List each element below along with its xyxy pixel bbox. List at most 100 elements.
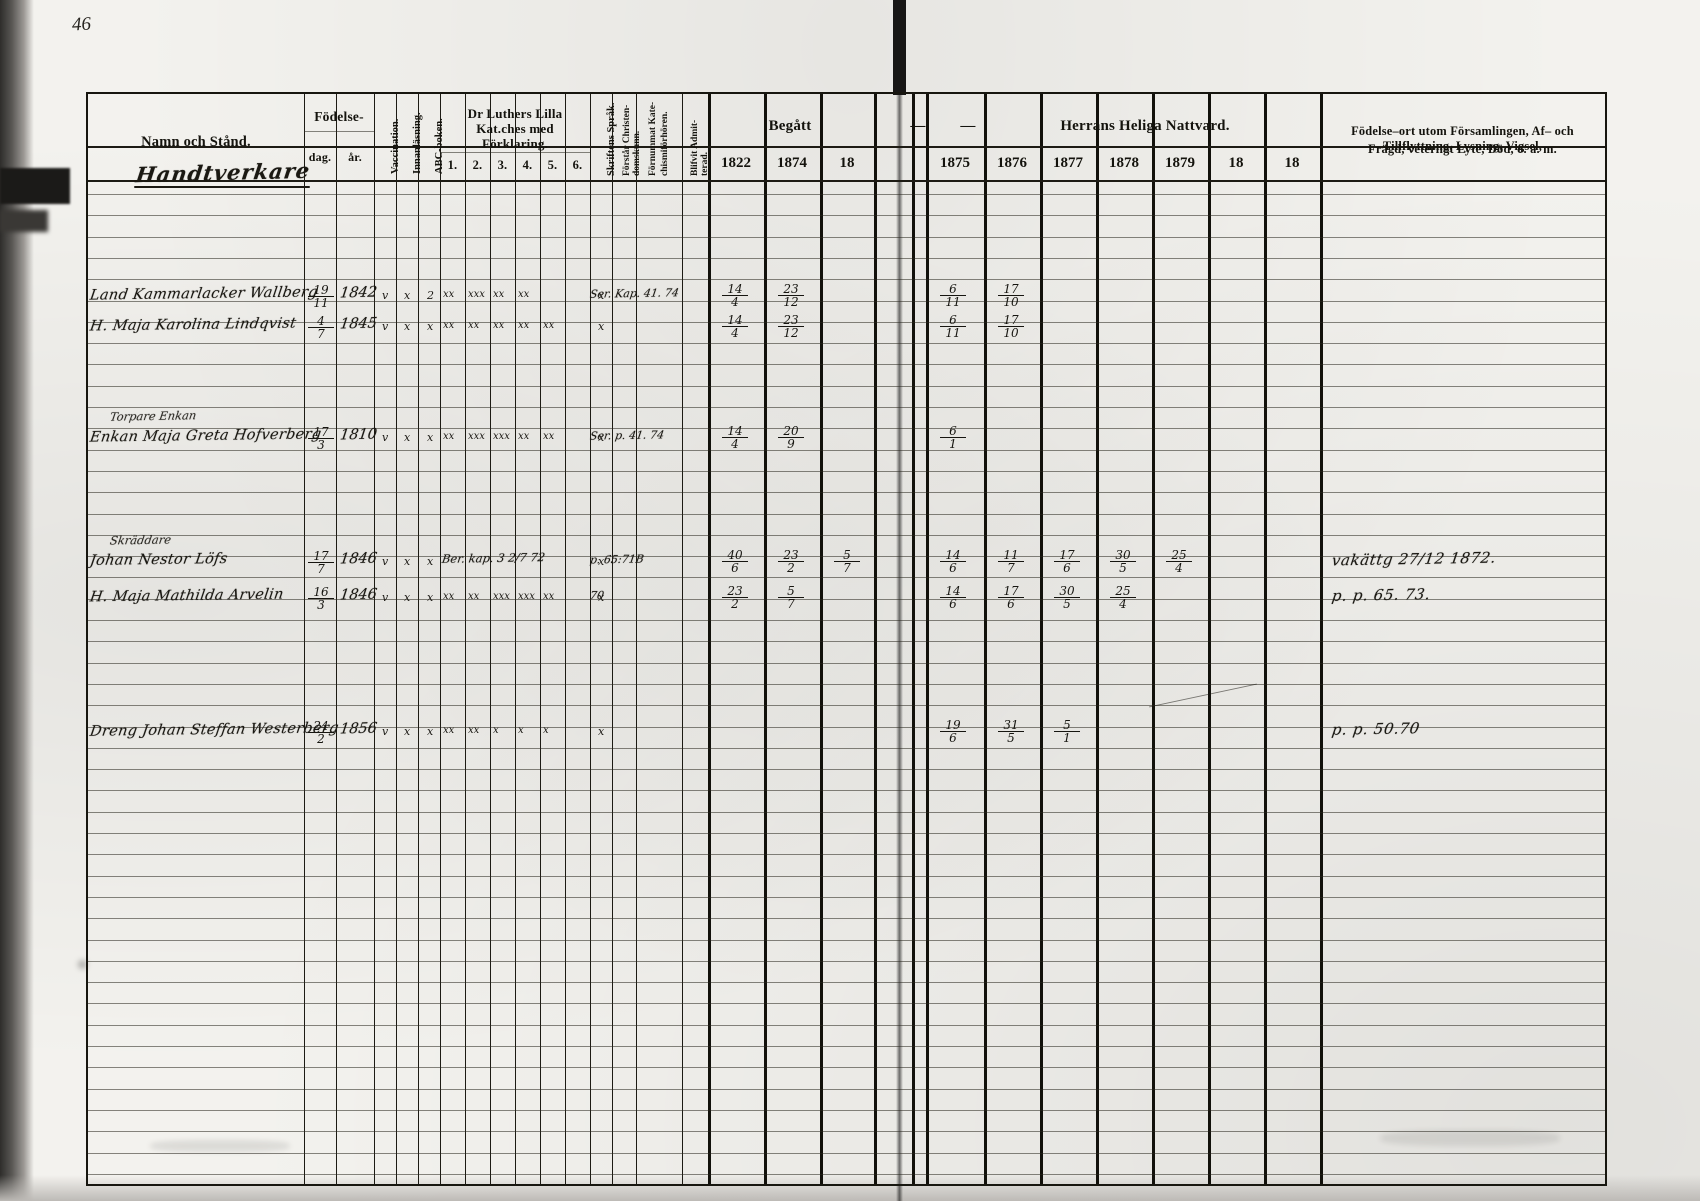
- catechism-mark: x: [493, 725, 499, 737]
- catechism-mark: xxx: [518, 590, 535, 602]
- row-rule: [88, 1088, 1605, 1090]
- row-rule: [88, 257, 1605, 259]
- handwritten-entry: Ser. Kap. 41. 74: [589, 285, 680, 301]
- column-header: dag.: [308, 150, 332, 164]
- column-header-vertical: chismiförhören.: [660, 111, 670, 176]
- handwritten-entry: p. p. 65. 73.: [1330, 585, 1432, 605]
- communion-date: 14 4: [722, 283, 748, 308]
- column-rule: [418, 94, 420, 1184]
- folio-number: 46: [71, 13, 92, 36]
- catechism-mark: xx: [443, 320, 455, 332]
- column-header-vertical: Förstår Christen-: [622, 104, 632, 176]
- row-rule: [88, 1152, 1605, 1154]
- column-rule: [515, 94, 517, 1184]
- catechism-mark: x: [404, 431, 411, 445]
- column-header: 3.: [497, 158, 508, 172]
- catechism-mark: x: [404, 288, 411, 302]
- column-rule: [764, 94, 767, 1184]
- handwritten-entry: 1856: [338, 720, 378, 738]
- column-rule: [440, 94, 442, 1184]
- communion-date: 6 11: [940, 283, 966, 308]
- row-rule: [88, 705, 1605, 707]
- catechism-mark: x: [427, 431, 434, 445]
- column-rule: [1096, 94, 1099, 1184]
- column-rule: [682, 94, 684, 1184]
- communion-date: 23 12: [778, 314, 804, 339]
- column-rule: [304, 94, 306, 1184]
- catechism-mark: x: [518, 725, 524, 737]
- column-rule: [1264, 94, 1267, 1184]
- communion-date: 19 6: [940, 719, 966, 744]
- catechism-mark: xx: [493, 288, 505, 300]
- handwritten-entry: Enkan Maja Greta Hofverberg: [88, 426, 323, 446]
- column-rule: [708, 94, 711, 180]
- row-rule: [88, 620, 1605, 621]
- row-rule: [88, 896, 1605, 898]
- communion-date: 17 10: [998, 314, 1024, 339]
- year-column-header: 18: [1228, 155, 1244, 171]
- column-rule: [874, 94, 877, 1184]
- row-rule: [88, 428, 1605, 430]
- column-rule: [465, 94, 467, 1184]
- handwritten-entry: Dreng Johan Steffan Westerberg: [88, 720, 340, 740]
- row-rule: [88, 534, 1605, 536]
- scan-smudge-secondary: [0, 210, 48, 232]
- column-header: 4.: [522, 158, 533, 172]
- catechism-mark: xxx: [468, 288, 485, 300]
- row-rule: [88, 939, 1605, 941]
- heading-underline: [134, 186, 310, 188]
- catechism-mark: xx: [493, 320, 505, 332]
- handwritten-entry: H. Maja Mathilda Arvelin: [88, 586, 285, 606]
- column-rule: [396, 94, 398, 1184]
- handwritten-entry: Handtverkare: [134, 157, 312, 188]
- row-rule: [88, 1109, 1605, 1111]
- catechism-mark: x: [543, 725, 549, 737]
- communion-date: 14 4: [722, 314, 748, 339]
- ink-blotch: [78, 960, 87, 969]
- communion-date: 11 7: [998, 549, 1024, 574]
- catechism-mark: xxx: [468, 431, 485, 443]
- row-rule: [88, 662, 1605, 664]
- column-header: år.: [348, 150, 362, 164]
- column-header: Dr Luthers Lilla: [467, 106, 563, 121]
- row-rule: [88, 790, 1605, 792]
- row-rule: [88, 811, 1605, 813]
- row-rule: [88, 577, 1605, 579]
- column-header-vertical: Förnummat Kate-: [648, 101, 658, 176]
- column-header: 2.: [472, 158, 483, 172]
- catechism-mark: x: [598, 431, 605, 445]
- catechism-mark: xx: [468, 320, 480, 332]
- row-rule: [88, 1046, 1605, 1047]
- communion-date: 25 4: [1166, 549, 1192, 574]
- row-rule: [88, 918, 1605, 920]
- catechism-mark: xx: [443, 590, 455, 602]
- column-header: —: [910, 118, 926, 134]
- column-header: Förklaring.: [481, 136, 549, 151]
- row-rule: [88, 215, 1605, 217]
- handwritten-entry: Johan Nestor Löfs: [88, 550, 229, 569]
- row-rule: [88, 449, 1605, 451]
- handwritten-entry: Skräddare: [109, 532, 173, 548]
- column-header: Herrans Heliga Nattvard.: [1060, 118, 1230, 134]
- year-column-header: 18: [1284, 155, 1300, 171]
- column-header: Födelse–ort utom Församlingen, Af– och T…: [1351, 124, 1574, 153]
- row-rule: [88, 726, 1605, 728]
- column-rule: [636, 94, 638, 1184]
- handwritten-entry: H. Maja Karolina Lindqvist: [88, 315, 298, 335]
- catechism-mark: x: [427, 725, 434, 739]
- catechism-mark: xx: [443, 725, 455, 737]
- column-header: Namn och Stånd.: [141, 134, 251, 150]
- column-header-vertical: Skriftens Språk.: [606, 102, 617, 176]
- catechism-mark: 2: [427, 288, 434, 302]
- column-rule: [336, 94, 338, 1184]
- row-rule: [88, 300, 1605, 302]
- ink-blotch: [150, 1140, 290, 1152]
- row-rule: [88, 769, 1605, 771]
- handwritten-entry: vakättg 27/12 1872.: [1330, 548, 1498, 570]
- catechism-mark: x: [598, 554, 605, 568]
- column-header: 6.: [572, 158, 583, 172]
